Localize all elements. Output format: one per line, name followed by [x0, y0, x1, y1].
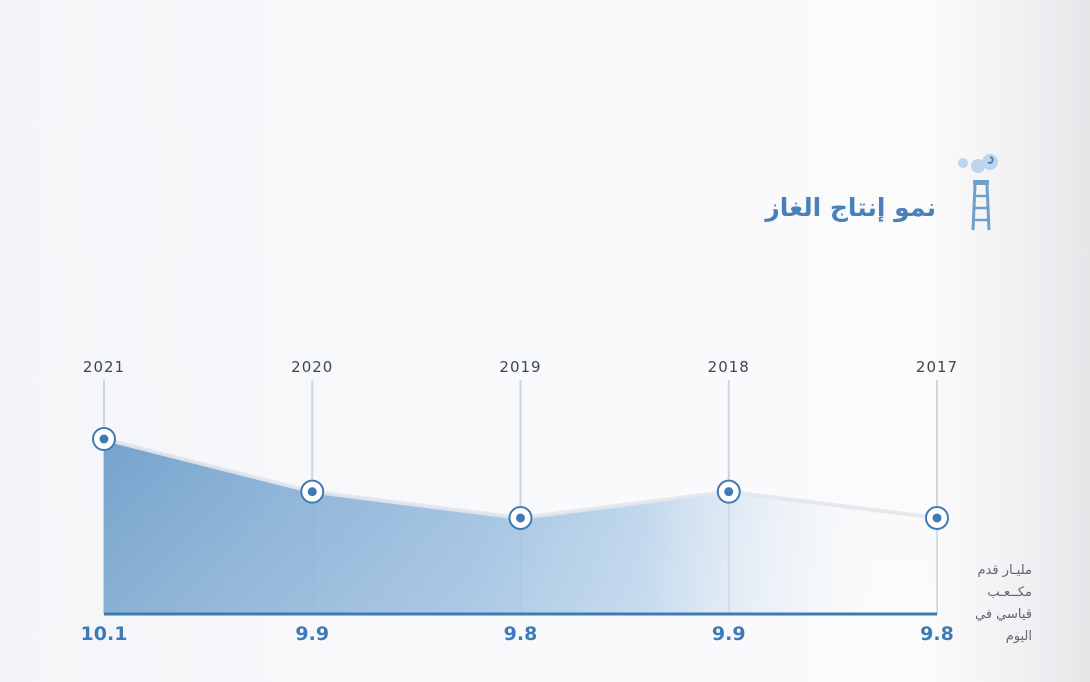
year-label: 2020 [291, 358, 333, 376]
value-label: 9.8 [920, 623, 954, 645]
data-point-dot [307, 487, 317, 497]
data-point-dot [516, 513, 525, 523]
data-point-dot [99, 434, 109, 444]
unit-line: اليوم [1005, 629, 1032, 644]
value-label: 9.8 [504, 623, 538, 645]
unit-label: مليـار قدم مكــعـب قياسي في اليوم [970, 560, 1032, 648]
data-point [508, 505, 533, 530]
data-point [92, 427, 116, 451]
unit-line: قياسي في [974, 607, 1032, 622]
year-label: 2019 [499, 358, 541, 376]
gas-tower-icon [958, 154, 998, 231]
data-point-dot [724, 487, 734, 497]
data-point-dot [932, 513, 942, 523]
data-point [716, 479, 741, 504]
unit-line: مليـار قدم [977, 563, 1032, 578]
value-label: 9.9 [712, 623, 746, 645]
value-label: 9.9 [295, 623, 329, 645]
unit-line: مكــعـب [987, 585, 1032, 600]
year-label: 2018 [708, 358, 750, 376]
chart-title: نمو إنتاج الغاز [765, 193, 936, 222]
value-label: 10.1 [81, 623, 128, 645]
year-label: 2021 [83, 358, 125, 376]
data-point [300, 479, 325, 504]
year-label: 2017 [916, 358, 958, 376]
data-point [925, 505, 949, 530]
